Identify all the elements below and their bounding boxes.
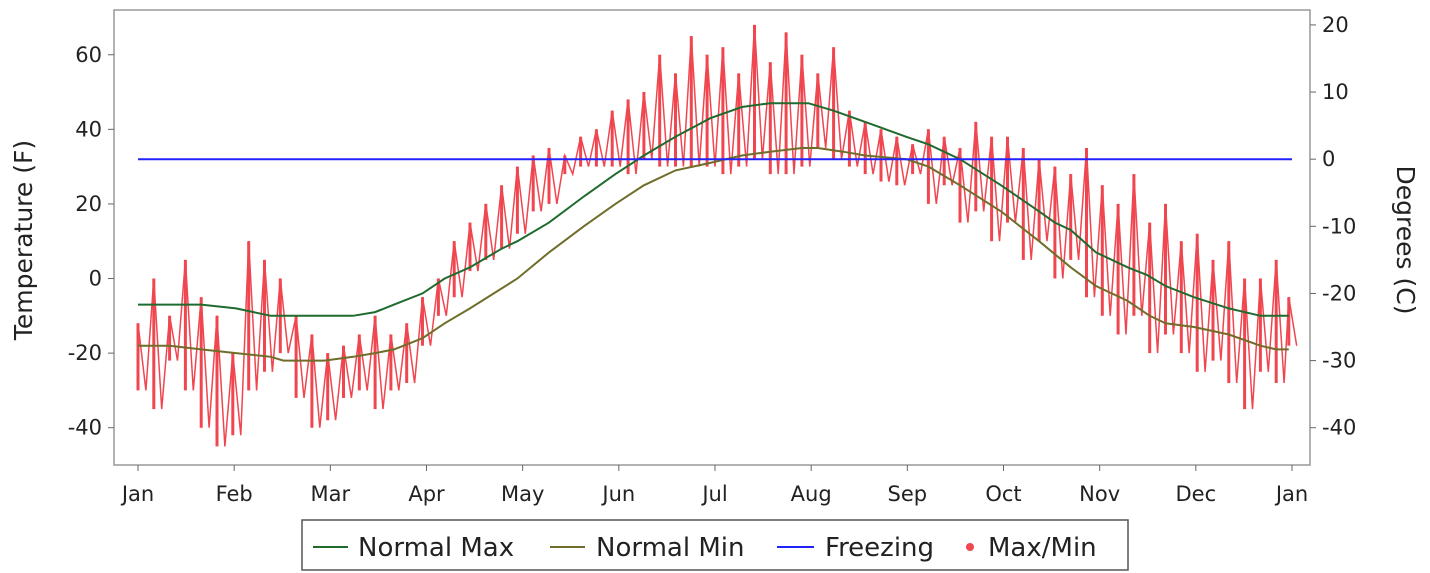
y-tick-label: 0 bbox=[89, 267, 102, 291]
series-layer bbox=[136, 24, 1298, 447]
legend-label-max-min: Max/Min bbox=[988, 533, 1097, 563]
y-axis-title-left: Temperature (F) bbox=[9, 140, 38, 341]
x-tick-label-jun: Jun bbox=[600, 482, 635, 506]
y-right-tick-label: -10 bbox=[1322, 214, 1356, 238]
legend: Normal Max Normal Min Freezing Max/Min bbox=[301, 519, 1129, 571]
y-right-tick-label: -30 bbox=[1322, 349, 1356, 373]
series-max-min bbox=[136, 24, 1298, 447]
legend-swatch-max-min bbox=[966, 543, 974, 551]
y-right-tick-label: 20 bbox=[1322, 13, 1349, 37]
x-tick-label-jan: Jan bbox=[120, 482, 154, 506]
x-tick-label-mar: Mar bbox=[311, 482, 351, 506]
y-tick-label: -40 bbox=[68, 416, 102, 440]
x-tick-label-oct: Oct bbox=[985, 482, 1021, 506]
x-tick-label-sep: Sep bbox=[888, 482, 928, 506]
y-right-tick-label: -20 bbox=[1322, 281, 1356, 305]
y-right-tick-label: 0 bbox=[1322, 147, 1335, 171]
y-tick-label: 60 bbox=[75, 43, 102, 67]
legend-label-freezing: Freezing bbox=[825, 533, 934, 563]
x-tick-label-aug: Aug bbox=[791, 482, 832, 506]
y-tick-label: -20 bbox=[68, 341, 102, 365]
x-tick-label-may: May bbox=[501, 482, 544, 506]
y-tick-label: 20 bbox=[75, 192, 102, 216]
x-tick-label-feb: Feb bbox=[216, 482, 253, 506]
x-tick-label-jan: Jan bbox=[1274, 482, 1308, 506]
axes-layer: Jan Feb Mar Apr May Jun Jul Aug Sep Oct Nov Dec Jan 6… bbox=[68, 13, 1357, 506]
legend-box bbox=[301, 519, 1129, 571]
y-tick-label: 40 bbox=[75, 117, 102, 141]
max-min-trace bbox=[137, 24, 1298, 447]
series-normal-max-line bbox=[138, 102, 1289, 317]
x-tick-label-apr: Apr bbox=[408, 482, 445, 506]
x-tick-label-dec: Dec bbox=[1176, 482, 1217, 506]
x-tick-label-jul: Jul bbox=[700, 482, 727, 506]
y-right-tick-label: 10 bbox=[1322, 80, 1349, 104]
legend-label-normal-max: Normal Max bbox=[358, 533, 514, 563]
legend-label-normal-min: Normal Min bbox=[596, 533, 744, 563]
y-axis-title-right: Degrees (C) bbox=[1391, 166, 1420, 315]
x-tick-label-nov: Nov bbox=[1079, 482, 1120, 506]
y-right-tick-label: -40 bbox=[1322, 416, 1356, 440]
